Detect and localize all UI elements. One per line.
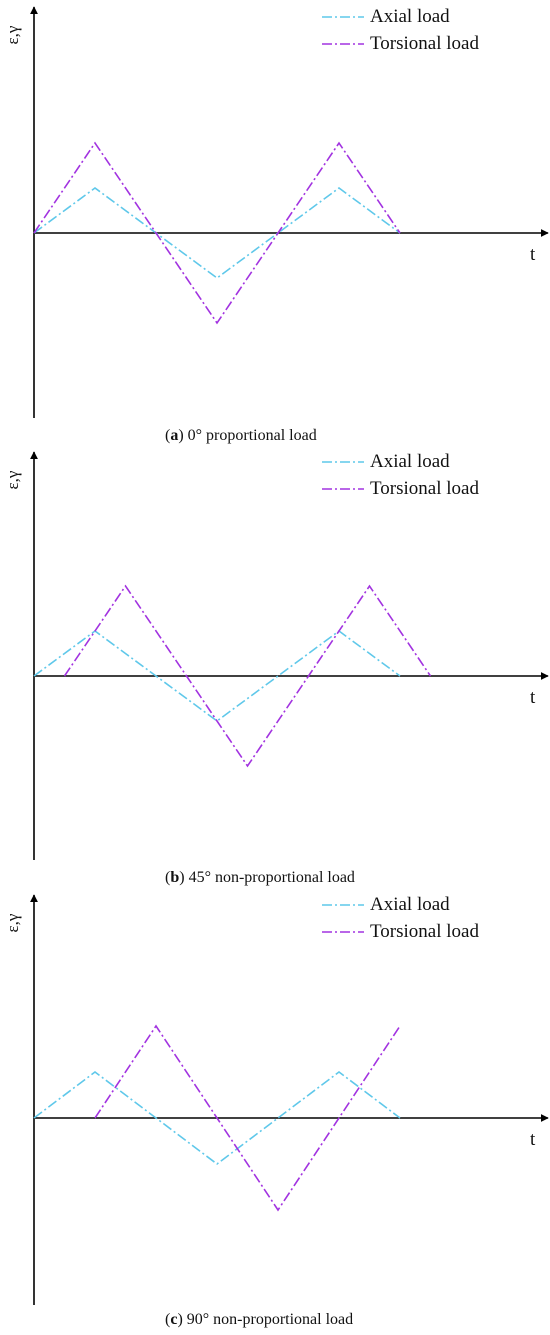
torsional-legend-label: Torsional load [370,478,479,499]
x-axis-label: t [530,1129,536,1150]
torsional-legend-label: Torsional load [370,33,479,54]
torsional-legend-label: Torsional load [370,921,479,942]
axial-load-series-line [33,187,401,279]
panel-c: ε,γ t Axial load Torsional load (c) 90° non-… [3,894,549,1328]
axial-legend-label: Axial load [370,451,450,472]
axial-load-series-line [33,1070,401,1166]
axial-legend-label: Axial load [370,894,450,915]
x-axis-label: t [530,687,536,708]
axial-legend-label: Axial load [370,6,450,27]
torsional-load-series-line [94,1024,401,1212]
panel-caption: (b) 45° non-proportional load [165,869,355,886]
y-axis-label: ε,γ [3,913,22,932]
torsional-load-series-line [33,141,401,325]
y-axis-label: ε,γ [3,470,22,489]
y-axis-label: ε,γ [3,25,22,44]
panel-caption: (c) 90° non-proportional load [165,1311,353,1328]
panel-b: ε,γ t Axial load Torsional load (b) 45° non-… [3,451,549,886]
panel-a: ε,γ t Axial load Torsional load (a) 0° propo… [3,6,549,444]
panel-caption: (a) 0° proportional load [165,427,317,444]
torsional-load-series-line [63,584,432,768]
x-axis-label: t [530,244,536,265]
